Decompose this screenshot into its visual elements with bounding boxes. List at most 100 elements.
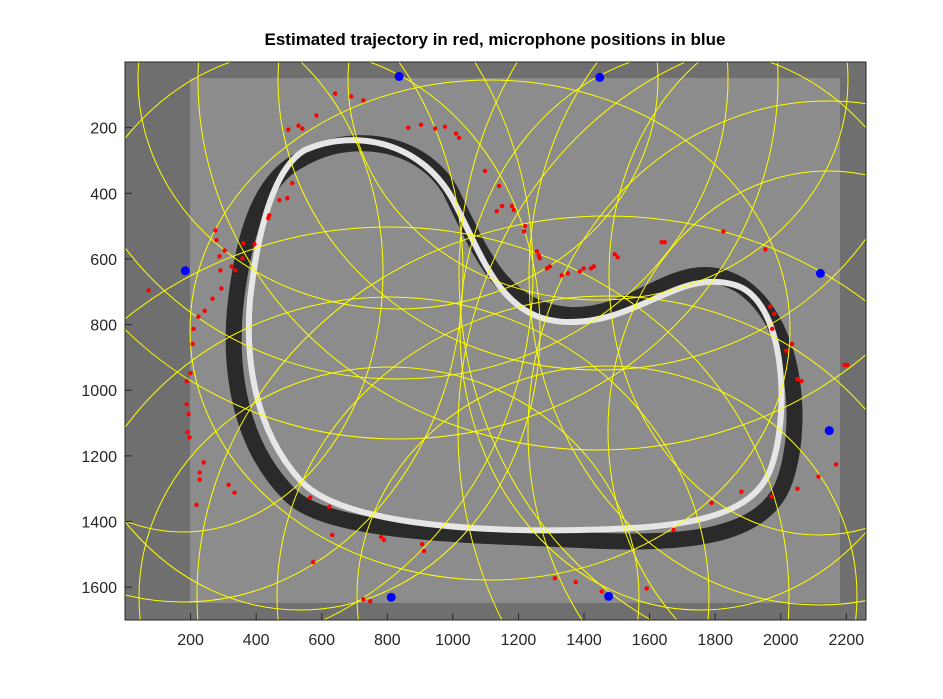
point xyxy=(190,341,195,347)
point xyxy=(314,113,319,118)
point xyxy=(252,241,257,247)
point xyxy=(146,288,151,293)
point xyxy=(763,247,768,252)
point xyxy=(368,599,373,604)
point xyxy=(559,273,564,278)
y-tick-label: 1200 xyxy=(81,449,117,466)
point xyxy=(521,229,527,234)
y-tick-label: 1400 xyxy=(81,515,117,532)
point xyxy=(332,91,338,96)
point xyxy=(191,326,196,332)
point xyxy=(496,183,502,189)
point xyxy=(196,314,201,319)
point xyxy=(180,266,190,276)
point xyxy=(547,264,553,269)
point xyxy=(453,131,459,136)
point xyxy=(599,589,604,594)
x-tick-label: 1400 xyxy=(566,632,602,649)
point xyxy=(799,378,804,384)
point xyxy=(671,527,676,533)
x-tick-label: 600 xyxy=(308,632,335,649)
point xyxy=(361,597,366,602)
point xyxy=(662,240,667,245)
point xyxy=(386,592,396,602)
x-tick-label: 1200 xyxy=(501,632,537,649)
x-tick-label: 400 xyxy=(243,632,270,649)
y-tick-label: 800 xyxy=(90,318,117,335)
point xyxy=(240,256,245,261)
point xyxy=(226,482,231,487)
point xyxy=(277,197,282,203)
point xyxy=(581,266,586,271)
point xyxy=(418,122,424,127)
point xyxy=(197,470,202,475)
point xyxy=(824,426,834,436)
point xyxy=(573,580,579,585)
y-tick-label: 600 xyxy=(90,252,117,269)
axes-box xyxy=(124,61,867,621)
point xyxy=(218,268,223,273)
point xyxy=(219,286,224,291)
point xyxy=(184,378,189,384)
point xyxy=(816,474,821,479)
point xyxy=(612,252,618,257)
y-tick-label: 1600 xyxy=(81,580,117,597)
chart-title: Estimated trajectory in red, microphone … xyxy=(265,30,726,49)
point xyxy=(187,435,192,440)
x-tick-label: 1600 xyxy=(632,632,668,649)
point xyxy=(536,253,541,258)
x-tick-label: 800 xyxy=(374,632,401,649)
point xyxy=(222,248,227,253)
x-tick-label: 200 xyxy=(177,632,204,649)
point xyxy=(233,268,238,273)
point xyxy=(285,196,290,201)
point xyxy=(419,541,425,547)
point xyxy=(330,532,335,538)
point xyxy=(214,238,219,243)
point xyxy=(300,126,305,131)
point xyxy=(267,213,272,218)
point xyxy=(361,98,366,103)
x-tick-label: 2200 xyxy=(829,632,865,649)
point xyxy=(768,304,773,309)
point xyxy=(202,308,207,314)
point xyxy=(213,228,218,233)
point xyxy=(432,126,438,131)
point xyxy=(188,370,193,376)
point xyxy=(494,208,500,214)
point xyxy=(406,125,411,130)
point xyxy=(232,490,237,495)
point xyxy=(615,255,620,260)
point xyxy=(770,326,775,332)
x-tick-label: 1000 xyxy=(435,632,471,649)
point xyxy=(795,486,800,491)
track-line xyxy=(245,137,785,534)
point xyxy=(790,341,795,347)
point xyxy=(456,135,462,141)
point xyxy=(845,362,850,368)
point xyxy=(595,72,605,82)
point xyxy=(552,576,558,581)
point xyxy=(604,591,614,601)
point xyxy=(308,495,313,500)
point xyxy=(739,489,744,494)
point xyxy=(311,560,316,565)
point xyxy=(186,411,191,417)
point xyxy=(709,500,714,506)
point xyxy=(815,268,825,278)
point xyxy=(290,180,295,186)
point xyxy=(482,168,488,174)
point xyxy=(721,229,726,234)
point xyxy=(378,534,384,540)
point xyxy=(769,494,774,499)
point xyxy=(577,269,582,274)
point xyxy=(421,548,427,554)
point xyxy=(185,430,190,435)
x-tick-label: 2000 xyxy=(763,632,799,649)
point xyxy=(210,296,215,301)
point xyxy=(511,207,517,213)
point xyxy=(442,124,448,129)
